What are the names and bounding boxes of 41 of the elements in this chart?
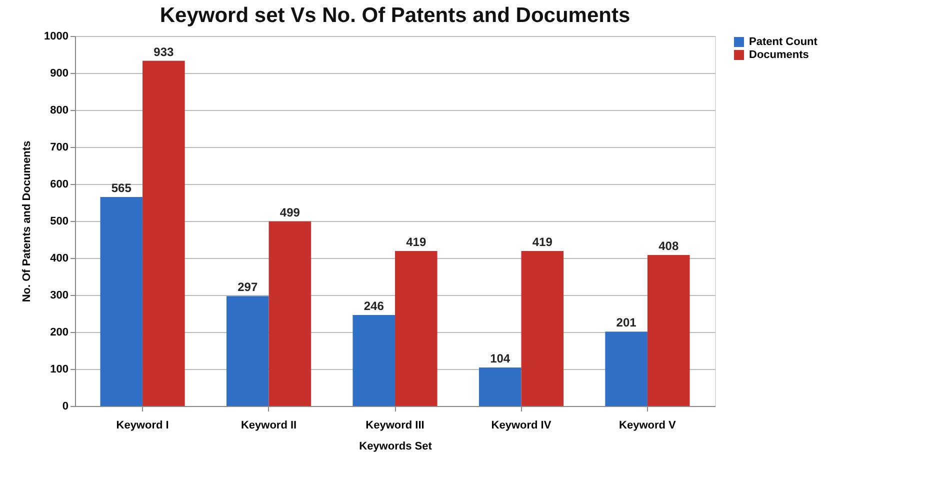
data-label: 201	[616, 316, 637, 330]
y-tick-label: 700	[50, 142, 68, 154]
y-tick-label: 900	[50, 68, 68, 80]
y-tick-label: 1000	[44, 30, 68, 42]
data-label: 499	[280, 205, 300, 220]
bar	[605, 332, 648, 406]
y-tick-label: 100	[50, 364, 68, 376]
bar	[268, 221, 312, 406]
bar	[142, 60, 185, 406]
x-tick-label: Keyword I	[116, 420, 169, 432]
x-tick-label: Keyword IV	[491, 420, 552, 432]
data-label: 408	[658, 239, 679, 254]
y-tick-label: 300	[50, 290, 68, 302]
legend-label: Patent Count	[749, 36, 818, 48]
bar	[352, 314, 395, 406]
x-axis-title: Keywords Set	[359, 440, 432, 452]
y-axis-title: No. Of Patents and Documents	[21, 140, 34, 302]
data-label: 565	[111, 180, 132, 195]
bar	[647, 255, 690, 406]
data-label: 297	[238, 280, 258, 294]
data-label: 104	[490, 352, 510, 366]
data-label: 246	[364, 298, 384, 313]
y-tick-label: 400	[50, 252, 68, 264]
legend-label: Documents	[749, 49, 809, 61]
bar	[478, 368, 522, 406]
y-tick-label: 0	[62, 400, 68, 412]
y-tick-label: 600	[50, 178, 68, 190]
chart-title: Keyword set Vs No. Of Patents and Documents	[160, 4, 630, 27]
data-label: 419	[406, 234, 426, 249]
y-tick-label: 800	[50, 104, 68, 116]
bar	[226, 296, 269, 406]
y-tick-label: 200	[50, 326, 68, 338]
data-label: 933	[154, 44, 174, 59]
x-tick-label: Keyword V	[619, 420, 677, 432]
y-tick-label: 500	[50, 216, 68, 228]
x-tick-label: Keyword III	[366, 420, 424, 432]
x-tick-label: Keyword II	[240, 420, 297, 432]
bar	[395, 250, 438, 406]
bar	[100, 196, 143, 406]
data-label: 419	[532, 234, 553, 249]
bar	[521, 250, 564, 406]
